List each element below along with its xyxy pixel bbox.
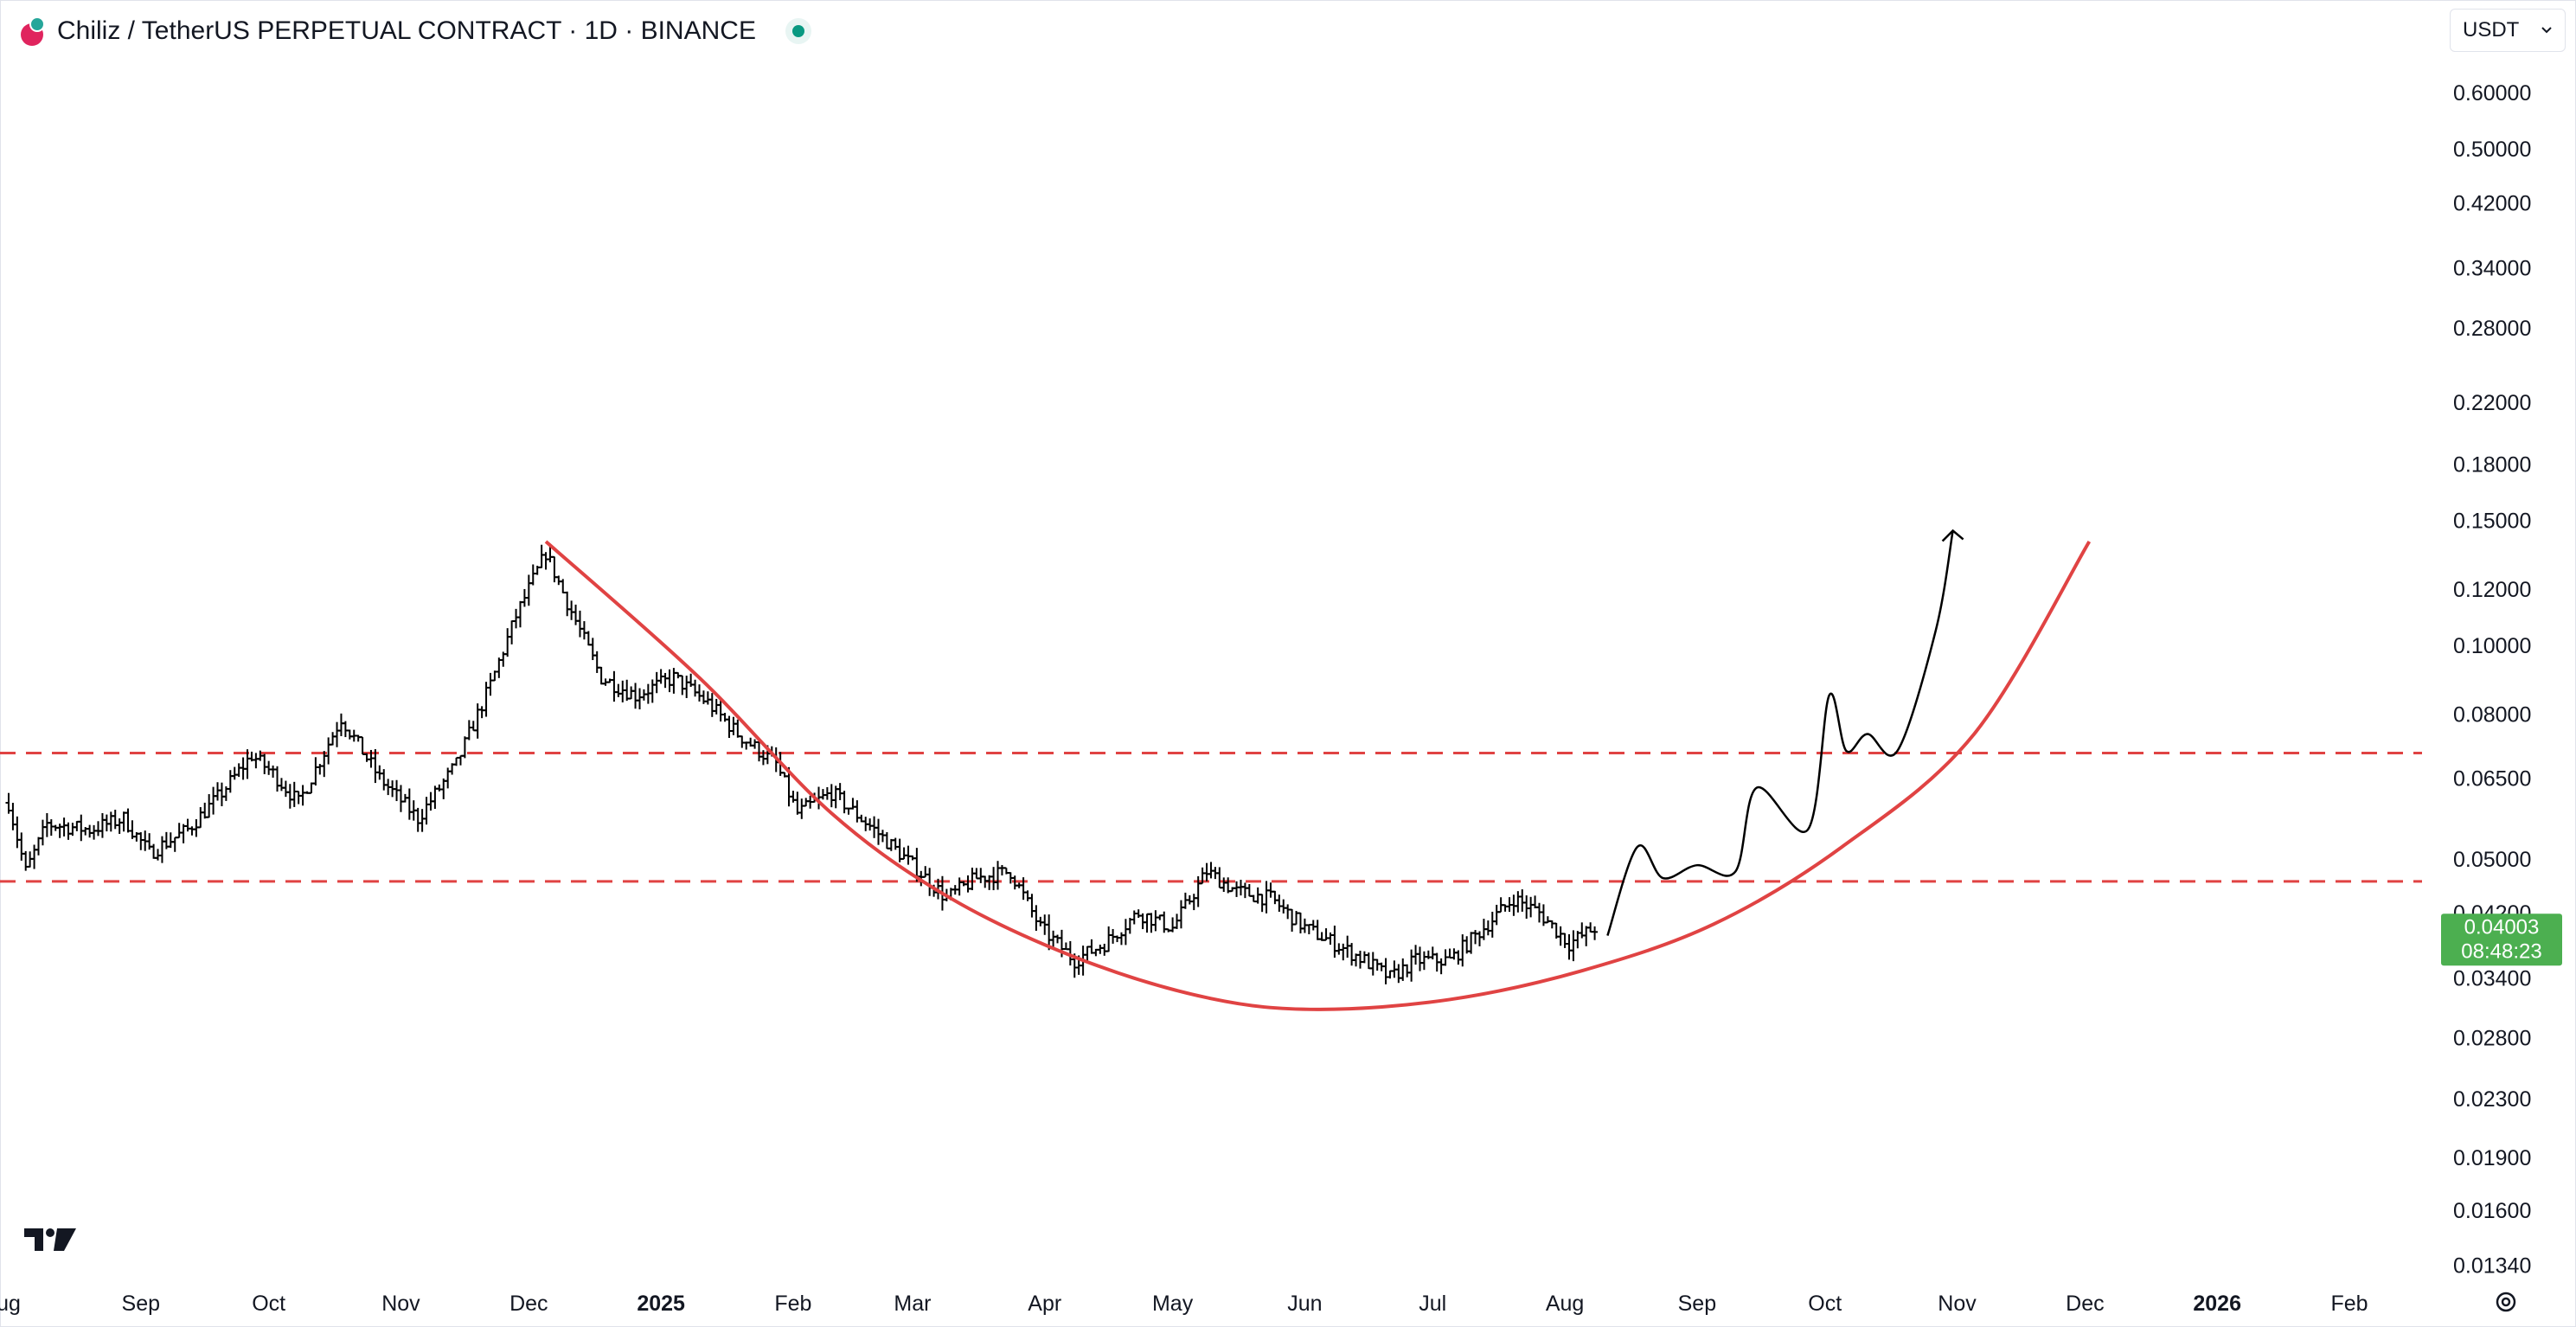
y-tick-label: 0.50000 (2453, 138, 2531, 162)
x-tick-label: Sep (1678, 1292, 1716, 1316)
currency-selector[interactable]: USDT (2450, 9, 2566, 52)
x-tick-label: May (1152, 1292, 1194, 1316)
x-tick-label: Nov (1938, 1292, 1977, 1316)
price-label-bg (2441, 914, 2562, 966)
y-tick-label: 0.01900 (2453, 1146, 2531, 1170)
x-tick-label: Sep (122, 1292, 160, 1316)
x-tick-label: Jul (1419, 1292, 1446, 1316)
support-lines (0, 752, 2422, 883)
x-axis[interactable]: ug Sep Oct Nov Dec 2025 Feb Mar Apr May Jun Jul Aug S… (0, 1292, 2368, 1316)
y-tick-label: 0.15000 (2453, 509, 2531, 533)
symbol-title[interactable]: Chiliz / TetherUS PERPETUAL CONTRACT · 1… (57, 16, 756, 45)
y-tick-label: 0.28000 (2453, 317, 2531, 341)
rounded-bottom-curve-line (544, 540, 2092, 1011)
x-tick-label: Feb (774, 1292, 811, 1316)
y-tick-label: 0.08000 (2453, 702, 2531, 727)
x-tick-label: Nov (381, 1292, 420, 1316)
x-tick-label: Aug (1546, 1292, 1584, 1316)
projection-arrowhead (1941, 529, 1964, 542)
y-tick-label: 0.12000 (2453, 578, 2531, 602)
y-tick-label: 0.03400 (2453, 966, 2531, 990)
y-tick-label: 0.10000 (2453, 634, 2531, 658)
y-tick-label: 0.06500 (2453, 766, 2531, 791)
x-tick-label: Jun (1287, 1292, 1322, 1316)
price-label-countdown: 08:48:23 (2461, 939, 2541, 963)
y-tick-label: 0.01600 (2453, 1199, 2531, 1223)
x-tick-label: Dec (2066, 1292, 2104, 1316)
gear-icon[interactable] (2491, 1287, 2521, 1317)
market-open-dot-icon (785, 18, 811, 44)
chiliz-logo-icon (16, 16, 45, 46)
candles (5, 544, 1599, 984)
y-tick-label: 0.05000 (2453, 848, 2531, 872)
y-tick-label: 0.01340 (2453, 1253, 2531, 1278)
y-tick-label: 0.02300 (2453, 1087, 2531, 1112)
chart-header: Chiliz / TetherUS PERPETUAL CONTRACT · 1… (16, 12, 811, 50)
x-tick-label: Mar (894, 1292, 931, 1316)
y-tick-label: 0.22000 (2453, 391, 2531, 415)
y-axis[interactable]: 0.60000 0.50000 0.42000 0.34000 0.28000 0.220… (2453, 81, 2531, 1278)
price-label-value: 0.04003 (2464, 915, 2540, 939)
y-tick-label: 0.42000 (2453, 191, 2531, 215)
tradingview-logo-icon[interactable] (24, 1225, 78, 1254)
currency-label: USDT (2463, 18, 2520, 42)
x-tick-label: 2026 (2193, 1292, 2241, 1316)
rounded-bottom-curve (544, 540, 2092, 1011)
x-tick-label: Apr (1028, 1292, 1061, 1316)
y-tick-label: 0.18000 (2453, 452, 2531, 477)
x-tick-label: Dec (509, 1292, 548, 1316)
y-tick-label: 0.34000 (2453, 257, 2531, 281)
current-price-label: 0.04003 08:48:23 (2441, 914, 2562, 966)
x-tick-label: 2025 (637, 1292, 685, 1316)
chevron-down-icon (2541, 27, 2552, 34)
x-tick-label: Oct (252, 1292, 285, 1316)
y-tick-label: 0.60000 (2453, 81, 2531, 106)
x-tick-label: Feb (2330, 1292, 2368, 1316)
x-tick-label: Oct (1808, 1292, 1842, 1316)
x-tick-label: ug (0, 1292, 21, 1316)
projection-line (1606, 530, 1954, 936)
y-tick-label: 0.02800 (2453, 1027, 2531, 1051)
projection-path (1606, 529, 1964, 936)
